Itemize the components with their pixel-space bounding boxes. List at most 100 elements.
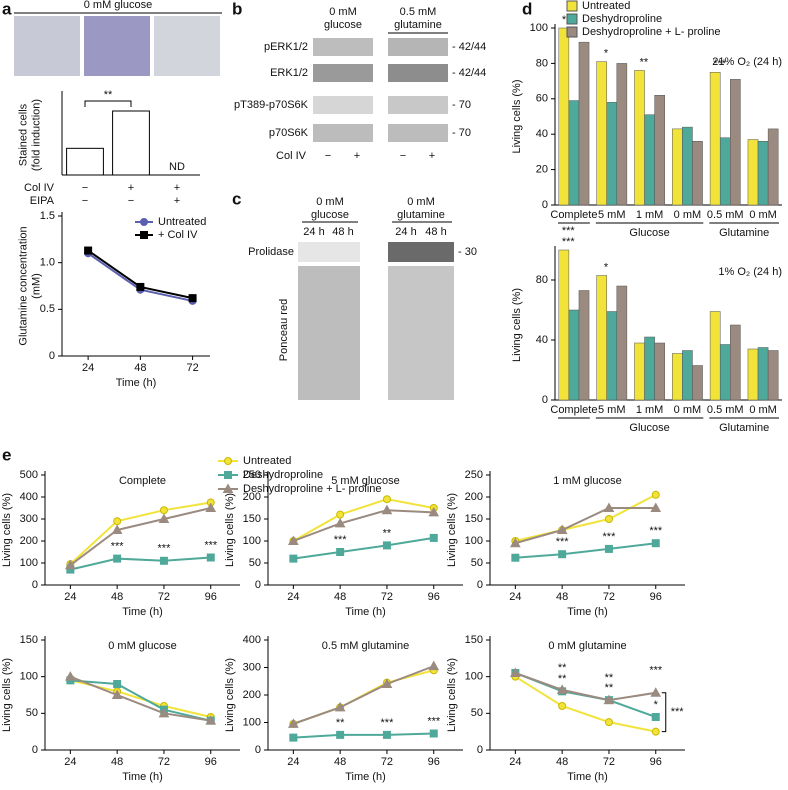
condition-annotation: 1% O₂ (24 h) <box>718 266 782 278</box>
y-tick-label: 50 <box>471 707 483 719</box>
marker <box>558 550 567 559</box>
chart: 0 50 100 150 200 250 Living cells (%) Time (h) 1… <box>446 469 685 618</box>
bar <box>692 365 703 401</box>
y-tick-label: 150 <box>243 513 261 525</box>
significance: *** <box>649 525 663 537</box>
marker <box>650 502 662 512</box>
marker <box>604 718 613 727</box>
significance: ** <box>383 527 392 539</box>
chart: 0 20 40 60 80 100 Living cells (%) Complete 5 mM… <box>511 0 782 239</box>
y-tick-label: 0 <box>477 744 483 756</box>
panel-label: c <box>232 189 241 208</box>
micrograph <box>14 16 80 76</box>
x-tick-label: 96 <box>205 756 217 768</box>
chart: 0 40 80 Living cells (%) Complete 5 mM 1 mM 0 m… <box>511 225 782 434</box>
marker <box>289 554 298 563</box>
significance: *** <box>713 58 727 70</box>
marker <box>113 517 122 526</box>
x-tick-label: 0.5 mM <box>707 404 744 416</box>
stain-label: Ponceau red <box>278 299 290 361</box>
x-tick-label: 96 <box>205 591 217 603</box>
x-tick-label: 72 <box>603 756 615 768</box>
y-tick-label: 50 <box>471 557 483 569</box>
significance: ** <box>605 682 614 694</box>
marker <box>336 548 345 556</box>
bar <box>112 110 150 176</box>
y-tick-label: 0 <box>542 199 548 211</box>
y-tick-label: 0 <box>49 350 55 362</box>
blot-band <box>298 242 360 262</box>
bar <box>558 27 570 206</box>
y-tick-label: 0 <box>477 579 483 591</box>
group-label: Glucose <box>629 422 669 434</box>
marker <box>382 730 391 739</box>
y-tick-label: 400 <box>20 491 38 503</box>
bar <box>767 128 779 206</box>
y-axis-label: Living cells (%) <box>224 493 236 567</box>
bar <box>578 41 590 206</box>
panel-title: 0 mM glucose <box>84 0 152 11</box>
x-tick-label: 24 <box>287 591 299 603</box>
time-label: 24 h <box>395 226 416 238</box>
x-tick-label: 24 <box>287 756 299 768</box>
marker <box>428 660 440 671</box>
significance: ** <box>104 89 113 101</box>
bar <box>634 342 645 401</box>
x-axis-label: Time (h) <box>345 606 386 618</box>
y-tick-label: 200 <box>465 491 483 503</box>
blot-band <box>313 64 373 82</box>
y-tick-label: 250 <box>465 469 483 481</box>
legend-label: Untreated <box>158 216 206 228</box>
blot-band <box>388 124 448 142</box>
chart: 0 50 100 150 Living cells (%) Time (h) 0 mM gl… <box>446 634 685 783</box>
bar <box>644 336 655 401</box>
marker <box>64 559 76 570</box>
legend-label: Deshydroproline + L- proline <box>243 483 382 495</box>
x-axis-label: Time (h) <box>122 771 163 783</box>
line <box>293 536 434 560</box>
y-tick-label: 100 <box>465 671 483 683</box>
y-tick-label: 500 <box>20 469 38 481</box>
bar <box>709 311 721 401</box>
marker <box>113 554 122 563</box>
marker <box>111 689 123 699</box>
significance: * <box>604 261 609 273</box>
chart-title: 0 mM glucose <box>108 640 176 652</box>
y-tick-label: 100 <box>243 716 261 728</box>
y-axis-label: Living cells (%) <box>511 288 523 362</box>
line <box>292 498 434 542</box>
marker <box>336 730 345 739</box>
marker <box>159 556 168 565</box>
significance: ** <box>640 56 649 68</box>
marker <box>158 707 170 718</box>
line <box>69 675 211 722</box>
y-axis-label: (mM) <box>30 273 42 299</box>
marker <box>64 671 76 681</box>
legend-label: Untreated <box>243 455 291 467</box>
marker <box>205 715 217 725</box>
condition-annotation: 21% O₂ (24 h) <box>712 56 782 68</box>
marker <box>428 506 440 517</box>
y-tick-label: 60 <box>536 93 548 105</box>
x-tick-label: 1 mM <box>636 209 664 221</box>
blot-band <box>388 38 448 56</box>
line <box>292 509 434 542</box>
marker <box>206 553 215 562</box>
blot-header: 0 mM <box>407 196 435 208</box>
y-tick-label: 0.5 <box>40 303 55 315</box>
bar <box>634 70 645 206</box>
bar <box>747 139 759 206</box>
x-tick-label: 1 mM <box>636 404 664 416</box>
y-tick-label: 250 <box>243 469 261 481</box>
y-tick-label: 20 <box>536 164 548 176</box>
y-tick-label: 200 <box>20 535 38 547</box>
legend-label: Deshydroproline + L- proline <box>582 26 721 38</box>
blot-row: ERK1/2 <box>270 67 308 79</box>
significance: *** <box>603 531 617 543</box>
blot-row: Prolidase <box>248 246 294 258</box>
time-label: 48 h <box>332 226 353 238</box>
bar <box>568 309 580 401</box>
significance: *** <box>334 534 348 546</box>
blot-header: 0 mM <box>316 196 344 208</box>
